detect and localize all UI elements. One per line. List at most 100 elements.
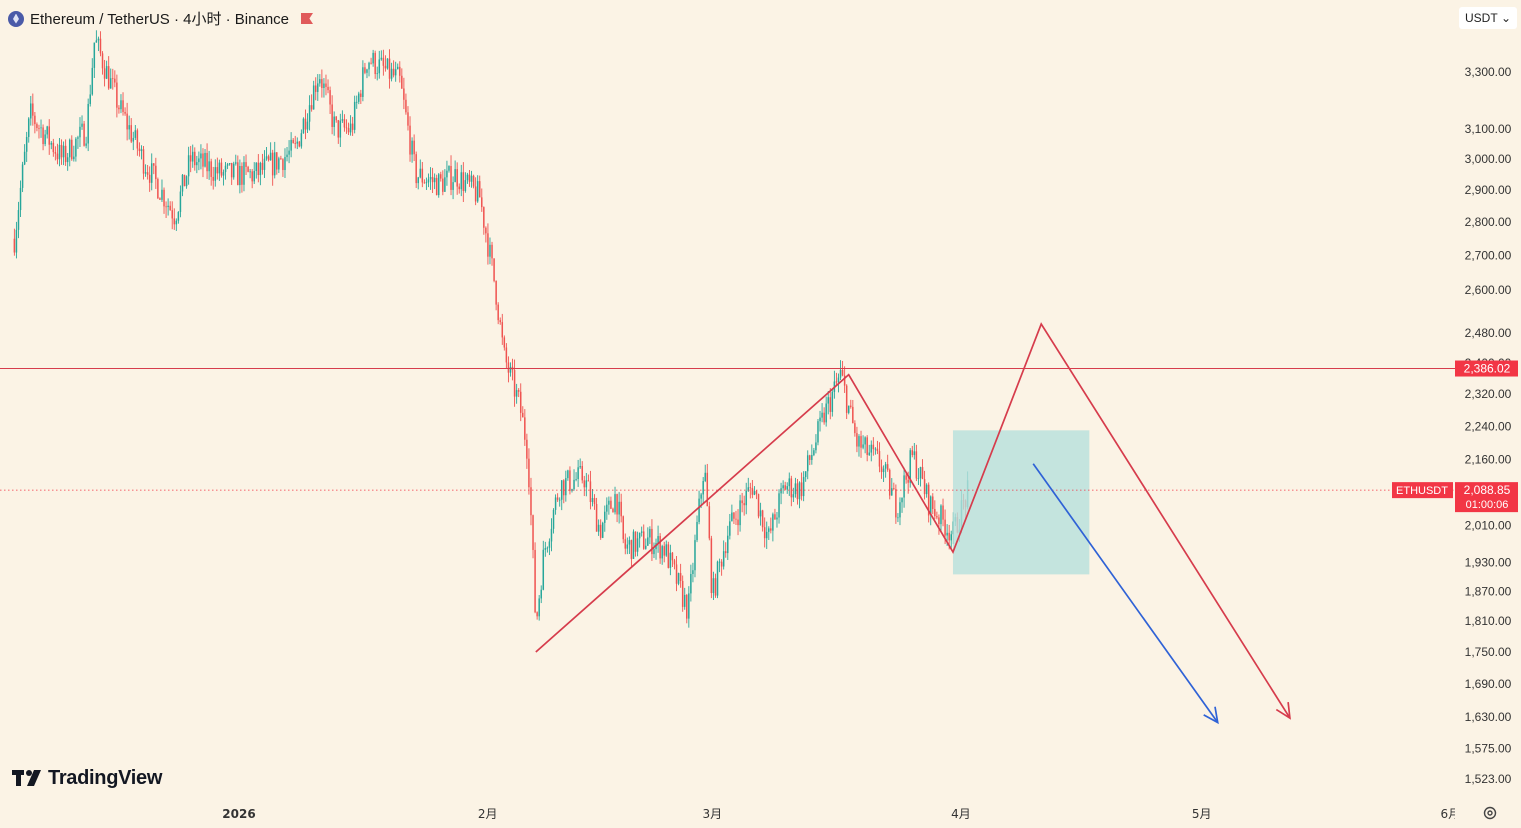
red-path-drawing[interactable] <box>535 322 1291 719</box>
candle-body <box>392 68 395 76</box>
candle-body <box>909 450 911 483</box>
price-tick-label: 1,523.00 <box>1465 772 1512 786</box>
candle-body <box>290 139 292 151</box>
candle-body <box>802 477 805 497</box>
candle-body <box>481 197 483 208</box>
candle-body <box>440 174 442 179</box>
candle-body <box>745 490 747 506</box>
candle-body <box>415 154 417 184</box>
candle-body <box>663 546 665 556</box>
candle-body <box>109 78 112 89</box>
candle-body <box>296 141 299 144</box>
candle-body <box>712 578 715 594</box>
candle-body <box>317 83 319 92</box>
candle-body <box>891 488 893 496</box>
candle-body <box>286 154 288 158</box>
candle-body <box>56 153 59 160</box>
candle-body <box>548 541 551 548</box>
flag-icon[interactable] <box>301 13 313 24</box>
candle-body <box>276 152 278 170</box>
candle-body <box>829 397 832 412</box>
candle-body <box>130 125 132 142</box>
candle-body <box>599 524 602 538</box>
candle-body <box>792 494 795 498</box>
candle-body <box>421 168 424 183</box>
candle-body <box>763 527 766 539</box>
candle-body <box>921 467 924 480</box>
candle-body <box>343 119 346 128</box>
blue-arrow-drawing[interactable] <box>1032 463 1219 724</box>
candle-body <box>386 58 389 69</box>
candle-body <box>423 182 426 184</box>
candle-body <box>71 139 73 160</box>
candle-body <box>87 103 89 144</box>
currency-select[interactable]: USDT ⌄ <box>1459 7 1517 29</box>
symbol-title[interactable]: Ethereum / TetherUS · 4小时 · Binance <box>30 11 289 28</box>
candle-body <box>501 322 504 338</box>
candle-body <box>815 442 817 451</box>
candle-body <box>487 233 489 257</box>
candle-body <box>177 211 180 221</box>
candle-body <box>298 141 301 147</box>
candle-body <box>515 390 518 397</box>
price-tick-label: 1,810.00 <box>1465 614 1512 628</box>
candle-body <box>823 412 825 423</box>
candle-body <box>319 79 321 84</box>
candle-body <box>589 481 592 503</box>
candle-body <box>366 69 368 73</box>
candle-body <box>522 412 524 418</box>
red-arrowhead <box>1275 702 1291 720</box>
candle-body <box>948 532 950 541</box>
candle-body <box>472 175 475 187</box>
candle-body <box>880 466 883 473</box>
candle-body <box>52 142 55 153</box>
price-tick-label: 2,480.00 <box>1465 326 1512 340</box>
candle-body <box>114 78 116 83</box>
candle-body <box>58 144 61 160</box>
candle-body <box>841 369 844 376</box>
tradingview-logo[interactable]: TradingView <box>12 767 162 790</box>
candle-body <box>136 130 139 149</box>
candle-body <box>624 539 627 549</box>
candle-body <box>54 152 57 154</box>
candle-body <box>161 189 163 200</box>
candle-body <box>245 162 247 167</box>
candle-body <box>157 179 159 199</box>
candle-body <box>755 491 758 495</box>
candle-body <box>716 561 719 596</box>
candle-body <box>893 488 895 490</box>
candle-body <box>142 149 145 174</box>
target-zone-box[interactable] <box>952 430 1090 575</box>
candle-body <box>116 82 118 108</box>
candle-body <box>686 594 688 619</box>
candle-body <box>466 174 469 181</box>
chart-header[interactable]: Ethereum / TetherUS · 4小时 · Binance <box>8 8 313 29</box>
candle-body <box>243 162 245 185</box>
candle-body <box>237 162 239 186</box>
candle-body <box>778 493 780 518</box>
candle-body <box>257 162 260 176</box>
time-tick-label: 5月 <box>1192 807 1212 821</box>
candle-body <box>251 171 253 182</box>
price-axis-bg <box>1455 0 1521 828</box>
candle-body <box>503 337 506 348</box>
settings-gear-icon[interactable] <box>1483 806 1497 820</box>
time-axis-bg <box>0 798 1455 828</box>
bar-countdown: 01:00:06 <box>1466 499 1509 511</box>
candle-body <box>558 499 561 501</box>
candle-body <box>345 127 348 129</box>
candle-body <box>191 151 194 162</box>
candle-body <box>337 120 340 138</box>
candle-body <box>378 59 381 74</box>
current-price-value: 2,088.85 <box>1464 483 1511 497</box>
candle-body <box>821 412 823 418</box>
candle-body <box>68 139 71 158</box>
candle-body <box>460 172 463 190</box>
candle-body <box>126 113 128 130</box>
candle-body <box>241 165 243 185</box>
candle-body <box>23 151 26 165</box>
candle-body <box>850 405 852 407</box>
price-tick-label: 2,240.00 <box>1465 419 1512 433</box>
candle-body <box>409 125 411 155</box>
